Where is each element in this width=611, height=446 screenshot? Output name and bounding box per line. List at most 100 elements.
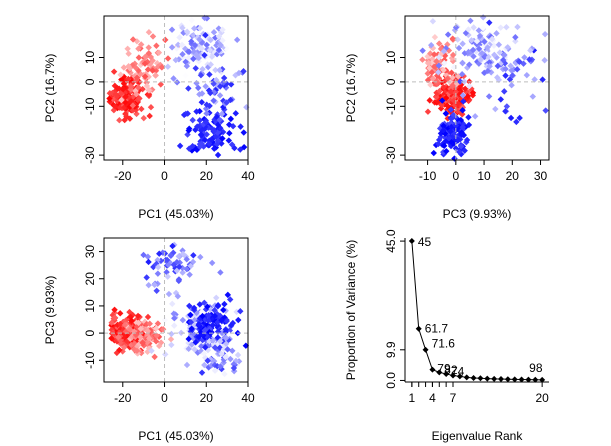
scatter-point xyxy=(110,95,117,103)
y-tick-label: 10 xyxy=(83,50,97,64)
scatter-point xyxy=(165,290,173,298)
scatter-point xyxy=(431,51,438,58)
scatter-point xyxy=(190,55,197,63)
scatter-point xyxy=(484,44,491,51)
cumulative-label: 71.6 xyxy=(432,337,456,351)
scatter-point xyxy=(127,82,134,90)
scatter-point xyxy=(167,335,175,343)
scatter-point xyxy=(220,356,228,363)
scatter-point xyxy=(207,89,214,97)
scatter-point xyxy=(437,133,445,141)
scatter-point xyxy=(229,347,236,354)
y-axis-label: PC2 (16.7%) xyxy=(344,54,358,123)
scatter-point xyxy=(507,114,515,122)
scatter-point xyxy=(203,101,210,108)
cumulative-label: 61.7 xyxy=(425,322,449,336)
scatter-point xyxy=(135,87,142,94)
scatter-point xyxy=(110,68,118,75)
scatter-point xyxy=(175,253,182,260)
scatter-point xyxy=(428,69,436,76)
scatter-point xyxy=(514,23,521,31)
scatter-point xyxy=(212,66,219,74)
scatter-point xyxy=(488,35,496,43)
scatter-point xyxy=(208,136,215,143)
scatter-point xyxy=(116,117,123,124)
scatter-point xyxy=(473,38,481,45)
scatter-point xyxy=(179,316,187,324)
scatter-point xyxy=(145,345,153,352)
scatter-point xyxy=(227,355,234,363)
scatter-point xyxy=(430,149,437,157)
scatter-point xyxy=(456,148,463,156)
scatter-point xyxy=(217,83,224,90)
scatter-point xyxy=(183,256,190,263)
scatter-point xyxy=(213,76,220,84)
scatter-point xyxy=(141,73,149,80)
scatter-point xyxy=(431,63,438,70)
scatter-point xyxy=(447,88,455,95)
scatter-point xyxy=(206,46,214,54)
scatter-point xyxy=(462,29,470,37)
scatter-point xyxy=(209,51,217,58)
scatter-point xyxy=(106,95,113,102)
scatter-point xyxy=(491,51,498,59)
scatter-point xyxy=(449,51,457,59)
scatter-point xyxy=(230,364,238,372)
scatter-point xyxy=(205,124,212,131)
scatter-point xyxy=(221,370,228,378)
scatter-point xyxy=(466,82,473,90)
panel-scree: 1 4 7 20 0.0 9.9 45.0 Eigenvalue Rank Proportion… xyxy=(344,229,549,443)
scatter-point xyxy=(440,122,447,130)
scatter-point xyxy=(205,140,213,147)
scatter-point xyxy=(435,40,443,47)
scatter-point xyxy=(209,337,217,344)
scatter-point xyxy=(193,146,201,154)
scatter-point xyxy=(183,361,191,369)
scatter-point xyxy=(450,63,458,71)
scatter-point xyxy=(459,123,467,131)
scatter-point xyxy=(185,345,192,353)
scatter-point xyxy=(145,50,153,57)
x-axis-label: PC1 (45.03%) xyxy=(138,207,213,221)
scatter-point xyxy=(144,313,152,321)
scatter-point xyxy=(149,57,156,64)
scatter-point xyxy=(196,140,204,148)
scatter-point xyxy=(503,23,510,31)
scatter-point xyxy=(229,123,237,130)
scatter-point xyxy=(461,85,469,93)
scatter-point xyxy=(448,123,455,131)
scatter-point xyxy=(215,25,222,32)
x-tick-label: 20 xyxy=(200,391,214,405)
scatter-point xyxy=(106,90,114,97)
scatter-point xyxy=(220,306,227,314)
scatter-point xyxy=(223,45,230,52)
scatter-point xyxy=(465,114,472,121)
scatter-point xyxy=(447,106,455,113)
scatter-point xyxy=(156,250,163,257)
scatter-point xyxy=(117,71,124,78)
scatter-point xyxy=(459,40,466,47)
scatter-point xyxy=(173,45,181,52)
scatter-point xyxy=(220,79,227,86)
scatter-point xyxy=(141,60,149,67)
scatter-point xyxy=(185,335,192,343)
panel-pc3-pc2: -10 0 10 20 30 -30 -10 0 10 PC3 (9.93%) PC2 (16.7%… xyxy=(344,14,550,221)
scatter-point xyxy=(122,93,129,100)
scatter-point xyxy=(222,334,230,342)
scatter-point xyxy=(224,346,231,353)
scatter-point xyxy=(123,107,131,114)
scatter-point xyxy=(127,86,134,93)
scatter-point xyxy=(529,93,537,100)
scatter-point xyxy=(456,78,464,85)
scatter-point xyxy=(433,58,440,65)
scree-point xyxy=(450,372,456,379)
scatter-point xyxy=(188,147,196,154)
scatter-point xyxy=(463,136,471,144)
scatter-point xyxy=(485,93,493,100)
scatter-point xyxy=(443,147,450,155)
scatter-point xyxy=(145,87,152,94)
scatter-point xyxy=(466,61,473,68)
scatter-point xyxy=(118,76,125,83)
scatter-point xyxy=(125,50,132,57)
scatter-point xyxy=(197,253,204,261)
